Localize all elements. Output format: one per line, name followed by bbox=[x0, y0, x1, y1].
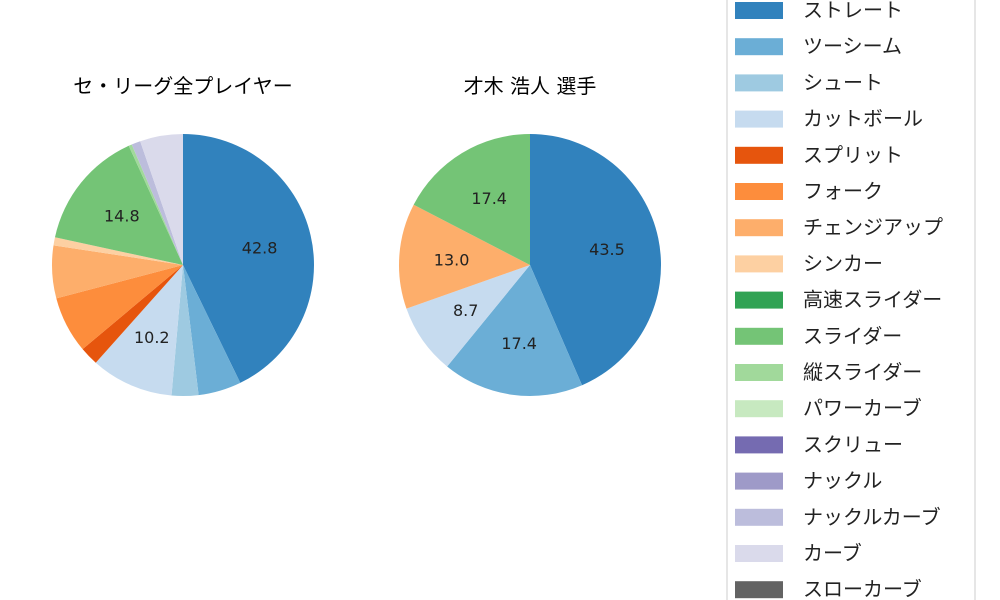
legend-item: カットボール bbox=[735, 107, 923, 131]
legend-item: シンカー bbox=[735, 251, 883, 275]
legend-item: フォーク bbox=[735, 179, 883, 203]
pie-slice bbox=[530, 134, 661, 386]
legend-label: カーブ bbox=[803, 541, 862, 565]
slice-label: 8.7 bbox=[453, 301, 478, 320]
legend-item: スライダー bbox=[735, 324, 902, 348]
pie-slice bbox=[140, 134, 183, 265]
pie-slice bbox=[54, 145, 183, 265]
pie-slice bbox=[53, 237, 184, 265]
legend-swatch bbox=[735, 545, 783, 562]
legend-swatch bbox=[735, 508, 783, 526]
legend-item: 高速スライダー bbox=[735, 288, 942, 312]
legend-label: スライダー bbox=[803, 324, 902, 348]
legend-item: パワーカーブ bbox=[735, 396, 922, 420]
legend-swatch bbox=[735, 327, 783, 345]
legend-item: カーブ bbox=[735, 541, 862, 565]
slice-label: 10.2 bbox=[134, 328, 170, 347]
legend-item: シュート bbox=[735, 70, 883, 94]
legend-swatch bbox=[735, 146, 783, 164]
legend-swatch bbox=[735, 2, 783, 19]
pie-slice bbox=[399, 204, 530, 309]
legend-swatch bbox=[735, 255, 783, 273]
legend-label: ツーシーム bbox=[803, 34, 902, 58]
pie-slice bbox=[128, 144, 183, 265]
slice-label: 17.4 bbox=[501, 334, 537, 353]
legend-swatch bbox=[735, 291, 783, 309]
pie-1: セ・リーグ全プレイヤー 42.8 10.2 14.8 bbox=[51, 74, 314, 396]
slice-label: 14.8 bbox=[104, 207, 140, 226]
pie-slice bbox=[51, 245, 183, 299]
pie-title: セ・リーグ全プレイヤー bbox=[73, 74, 292, 98]
legend-label: スクリュー bbox=[803, 432, 903, 456]
legend-swatch bbox=[735, 38, 783, 56]
slice-label: 43.5 bbox=[589, 240, 625, 259]
pie-slice bbox=[82, 265, 183, 363]
legend-swatch bbox=[735, 364, 783, 381]
legend-swatch bbox=[735, 581, 783, 599]
pie-slice bbox=[406, 265, 530, 367]
legend-label: ナックルカーブ bbox=[803, 505, 941, 529]
legend-swatch bbox=[735, 74, 783, 92]
legend-swatch bbox=[735, 436, 783, 454]
pie-slice bbox=[183, 134, 314, 383]
legend-label: 縦スライダー bbox=[803, 360, 922, 384]
slice-label: 42.8 bbox=[242, 238, 278, 257]
legend-label: ナックル bbox=[803, 469, 882, 493]
legend-swatch bbox=[735, 110, 783, 128]
legend-item: チェンジアップ bbox=[735, 215, 943, 239]
legend-label: スプリット bbox=[803, 143, 903, 167]
legend-item: スクリュー bbox=[735, 432, 903, 456]
legend-item: ナックル bbox=[735, 469, 882, 493]
legend-label: ストレート bbox=[803, 0, 903, 22]
legend-item: スプリット bbox=[735, 143, 903, 167]
pie-slice bbox=[413, 134, 530, 265]
legend-label: 高速スライダー bbox=[803, 288, 942, 312]
pie-slice bbox=[183, 265, 241, 396]
legend-item: ツーシーム bbox=[735, 34, 902, 58]
legend-label: カットボール bbox=[803, 107, 923, 131]
pie-slice bbox=[171, 265, 199, 396]
pie-2: 才木 浩人 選手 43.5 17.4 8.7 13.0 17.4 bbox=[399, 74, 661, 396]
legend-item: 縦スライダー bbox=[735, 360, 922, 384]
legend: ストレートツーシームシュートカットボールスプリットフォークチェンジアップシンカー… bbox=[726, 0, 976, 600]
slice-label: 13.0 bbox=[434, 251, 470, 270]
legend-label: チェンジアップ bbox=[803, 215, 943, 239]
legend-label: シュート bbox=[803, 70, 883, 94]
legend-frame bbox=[726, 0, 976, 600]
pie-slice bbox=[131, 141, 183, 265]
legend-label: スローカーブ bbox=[803, 577, 922, 600]
legend-item: ナックルカーブ bbox=[735, 505, 941, 529]
legend-label: パワーカーブ bbox=[803, 396, 922, 420]
legend-swatch bbox=[735, 472, 783, 490]
slice-label: 17.4 bbox=[471, 189, 507, 208]
pie-slice bbox=[447, 265, 583, 396]
pie-slice bbox=[56, 265, 184, 350]
legend-item: スローカーブ bbox=[735, 577, 922, 600]
legend-swatch bbox=[735, 400, 783, 418]
legend-label: シンカー bbox=[803, 251, 883, 275]
pie-title: 才木 浩人 選手 bbox=[464, 74, 597, 98]
legend-label: フォーク bbox=[803, 179, 883, 203]
legend-swatch bbox=[735, 219, 783, 237]
legend-swatch bbox=[735, 183, 783, 200]
pie-slice bbox=[95, 265, 183, 396]
legend-item: ストレート bbox=[735, 0, 903, 22]
